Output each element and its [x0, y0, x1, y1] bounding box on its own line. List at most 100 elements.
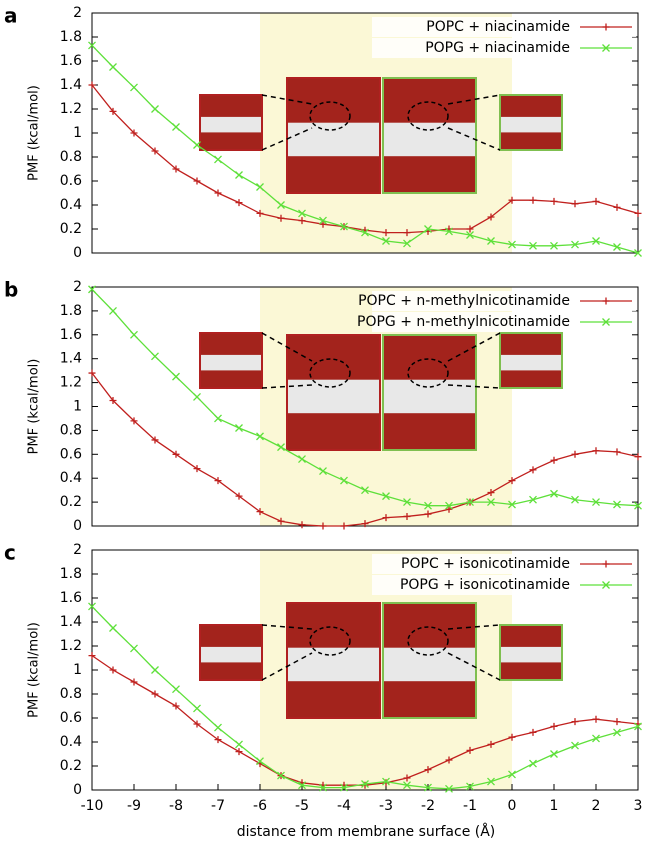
y-tick-label: 0.8 — [60, 422, 82, 438]
data-point — [529, 196, 537, 204]
data-point — [529, 466, 537, 474]
x-tick-label: -8 — [169, 798, 183, 814]
inset-circle — [407, 101, 449, 131]
legend-marker — [602, 23, 610, 31]
legend-label: POPC + niacinamide — [426, 19, 570, 35]
data-point — [592, 498, 600, 507]
data-point — [88, 81, 96, 89]
data-point — [172, 685, 180, 694]
data-point — [592, 197, 600, 205]
data-point — [172, 702, 180, 710]
y-tick-label: 1.2 — [60, 101, 82, 117]
data-point — [277, 443, 285, 452]
y-tick-label: 0 — [73, 245, 82, 261]
data-point — [319, 522, 327, 530]
data-point — [466, 782, 474, 791]
data-point — [193, 720, 201, 728]
data-point — [571, 495, 579, 504]
data-point — [193, 392, 201, 401]
data-point — [634, 722, 642, 731]
legend-label: POPG + n-methylnicotinamide — [357, 314, 570, 330]
data-point — [508, 196, 516, 204]
x-tick-label: -5 — [295, 798, 309, 814]
data-point — [130, 330, 138, 339]
data-point — [277, 771, 285, 780]
panel-label: a — [4, 4, 18, 28]
data-point — [382, 229, 390, 237]
data-point — [319, 783, 327, 792]
inset-connector — [447, 652, 501, 681]
data-point — [487, 498, 495, 507]
inset-small-left-bottom — [201, 662, 261, 679]
data-point — [634, 453, 642, 461]
inset-popg-top — [384, 604, 475, 648]
data-point — [319, 467, 327, 475]
inset-connector — [447, 332, 501, 362]
data-point — [550, 197, 558, 205]
data-point — [256, 183, 264, 191]
data-point — [403, 774, 411, 782]
data-point — [403, 781, 411, 790]
data-point — [445, 501, 453, 510]
y-tick-label: 1 — [73, 399, 82, 415]
data-point — [214, 723, 222, 732]
legend-label: POPC + n-methylnicotinamide — [358, 293, 570, 309]
data-point — [613, 728, 621, 737]
legend-marker — [602, 581, 610, 589]
data-point — [277, 201, 285, 209]
inset-small-right-bottom — [501, 662, 561, 679]
data-point — [508, 733, 516, 741]
data-point — [130, 644, 138, 653]
inset-small-right-top — [501, 96, 561, 117]
data-point — [613, 203, 621, 211]
data-point — [382, 779, 390, 787]
data-point — [151, 436, 159, 444]
data-point — [151, 147, 159, 155]
inset-connector — [261, 652, 313, 681]
data-point — [361, 781, 369, 789]
data-point — [508, 500, 516, 509]
data-point — [130, 129, 138, 137]
inset-popg-top — [384, 79, 475, 123]
data-point — [256, 508, 264, 516]
inset-small-left-top — [201, 96, 261, 117]
inset-connector — [447, 127, 501, 151]
y-tick-label: 2 — [73, 279, 82, 295]
data-point — [277, 214, 285, 222]
y-tick-label: 1 — [73, 662, 82, 678]
y-axis-label: PMF (kcal/mol) — [27, 359, 42, 455]
data-point — [214, 155, 222, 164]
inset-small-right-bottom — [501, 132, 561, 149]
inset-small-right-top — [501, 334, 561, 355]
inset-circle — [407, 626, 449, 656]
y-tick-label: 0.2 — [60, 494, 82, 510]
data-point — [88, 285, 96, 294]
data-point — [172, 372, 180, 381]
data-point — [214, 477, 222, 485]
inset-circle — [407, 358, 449, 388]
inset-small-right-bottom — [501, 370, 561, 387]
inset-popg-bottom — [384, 156, 475, 192]
data-point — [634, 249, 642, 257]
data-point — [382, 777, 390, 786]
data-point — [361, 228, 369, 237]
data-point — [277, 517, 285, 525]
x-tick-label: -10 — [81, 798, 104, 814]
data-point — [424, 501, 432, 510]
data-point — [193, 704, 201, 713]
legend-bg — [372, 554, 636, 574]
data-point — [319, 220, 327, 228]
data-point — [550, 456, 558, 464]
data-point — [571, 200, 579, 208]
data-point — [340, 476, 348, 485]
data-point — [445, 784, 453, 793]
inset-popg-top — [384, 336, 475, 380]
legend-bg — [372, 312, 636, 332]
data-point — [529, 728, 537, 736]
data-point — [487, 740, 495, 748]
data-point — [256, 757, 264, 766]
data-point — [382, 492, 390, 501]
panel-label: c — [4, 541, 16, 565]
y-tick-label: 0.6 — [60, 710, 82, 726]
